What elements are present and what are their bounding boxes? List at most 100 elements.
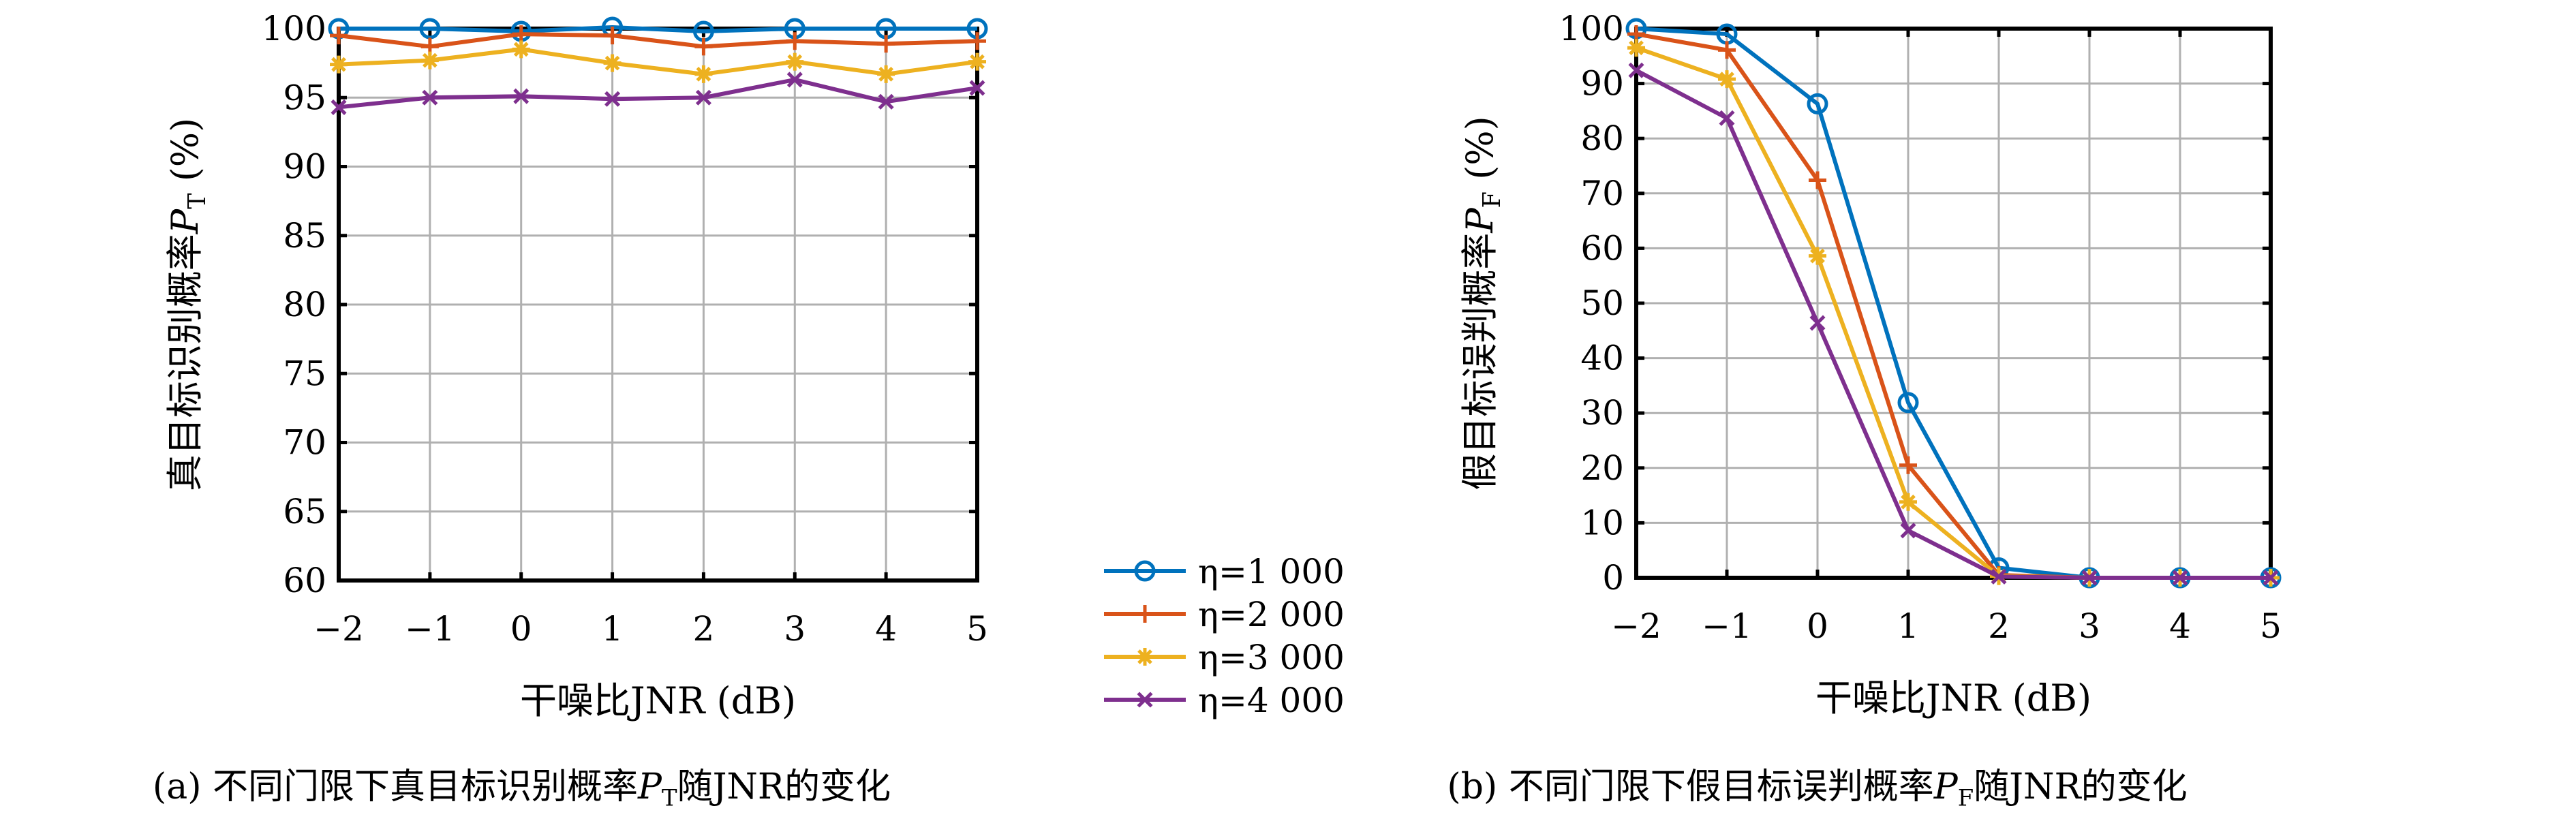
marker-x — [422, 89, 438, 106]
marker-circle — [419, 18, 441, 40]
x-tick-label: 0 — [510, 609, 532, 649]
series-3 — [330, 40, 986, 83]
x-tick-label: −2 — [1611, 606, 1661, 646]
series-line — [339, 25, 977, 34]
x-tick-label: 4 — [875, 609, 897, 649]
marker-plus — [1809, 171, 1826, 189]
y-tick-label: 50 — [1580, 283, 1624, 323]
y-tick-label: 70 — [283, 423, 326, 463]
marker-plus — [877, 35, 895, 53]
x-tick-label: −2 — [313, 609, 364, 649]
legend-marks — [1104, 560, 1186, 708]
x-axis-label: 干噪比JNR (dB) — [1815, 677, 2091, 719]
marker-x — [2263, 570, 2279, 586]
series-2 — [330, 25, 986, 56]
x-tick-label: 1 — [602, 609, 624, 649]
marker-asterisk — [420, 51, 439, 69]
legend-label: η=1 000 — [1198, 552, 1345, 591]
marker-x — [604, 91, 621, 107]
y-tick-label: 30 — [1580, 393, 1624, 433]
marker-asterisk — [512, 40, 530, 59]
y-tick-label: 20 — [1580, 448, 1624, 488]
y-tick-label: 80 — [283, 285, 326, 324]
marker-plus — [1899, 456, 1917, 474]
marker-asterisk — [1899, 493, 1917, 511]
y-tick-label: 85 — [283, 216, 326, 255]
marker-x — [969, 80, 985, 96]
series-4 — [331, 72, 985, 115]
x-tick-label: −1 — [405, 609, 455, 649]
y-tick-label: 80 — [1580, 119, 1624, 158]
y-tick-label: 90 — [283, 147, 326, 187]
y-tick-label: 70 — [1580, 174, 1624, 213]
series-4 — [1628, 62, 2279, 586]
x-tick-label: 3 — [2079, 606, 2100, 646]
marker-x — [1719, 110, 1735, 126]
marker-x — [1137, 692, 1153, 708]
marker-plus — [330, 27, 348, 45]
y-tick-label: 100 — [1559, 9, 1624, 48]
marker-asterisk — [1809, 247, 1826, 265]
x-tick-label: 0 — [1807, 606, 1828, 646]
marker-plus — [694, 37, 713, 56]
marker-x — [786, 72, 803, 88]
marker-circle — [1807, 93, 1828, 114]
x-axis-label: 干噪比JNR (dB) — [520, 679, 796, 722]
series-line — [338, 77, 978, 110]
caption: (b) 不同门限下假目标误判概率PF随JNR的变化 — [1447, 766, 2187, 811]
y-tick-label: 65 — [283, 492, 326, 531]
marker-asterisk — [877, 65, 895, 83]
marker-x — [878, 93, 894, 110]
marker-x — [1809, 315, 1826, 331]
legend: η=1 000 η=2 000 η=3 000 η=4 000 — [1090, 549, 1355, 728]
marker-asterisk — [786, 52, 804, 71]
y-tick-label: 40 — [1580, 339, 1624, 378]
series-line — [338, 32, 978, 49]
marker-x — [1991, 568, 2007, 585]
x-tick-label: 2 — [693, 609, 715, 649]
marker-x — [331, 99, 347, 115]
legend-label: η=2 000 — [1198, 595, 1345, 634]
y-axis-label: 真目标识别概率PT (%) — [164, 118, 211, 491]
marker-plus — [603, 27, 622, 45]
marker-asterisk — [1627, 39, 1645, 57]
series-line — [1635, 68, 2271, 580]
y-tick-label: 75 — [283, 354, 326, 393]
y-axis-label: 假目标误判概率PF (%) — [1458, 116, 1506, 490]
series-line — [338, 47, 978, 76]
x-tick-label: 2 — [1988, 606, 2010, 646]
legend-label: η=3 000 — [1198, 638, 1345, 677]
marker-asterisk — [1136, 648, 1154, 666]
marker-plus — [512, 25, 530, 44]
marker-circle — [1134, 560, 1156, 582]
marker-asterisk — [694, 65, 713, 83]
y-tick-label: 100 — [262, 9, 326, 48]
marker-plus — [1718, 41, 1736, 59]
marker-x — [1900, 523, 1916, 539]
y-tick-label: 60 — [283, 561, 326, 600]
marker-x — [2172, 570, 2188, 586]
y-tick-label: 60 — [1580, 228, 1624, 268]
marker-asterisk — [968, 52, 986, 71]
marker-plus — [968, 32, 986, 50]
y-tick-label: 10 — [1580, 503, 1624, 542]
marker-asterisk — [1718, 70, 1736, 89]
marker-plus — [1136, 605, 1154, 623]
y-tick-label: 0 — [1602, 558, 1624, 598]
y-tick-label: 90 — [1580, 64, 1624, 104]
x-tick-label: 4 — [2169, 606, 2191, 646]
x-tick-label: 3 — [784, 609, 806, 649]
marker-asterisk — [330, 55, 348, 74]
marker-asterisk — [603, 54, 622, 72]
series-2 — [1627, 25, 2280, 587]
caption: (a) 不同门限下真目标识别概率PT随JNR的变化 — [153, 766, 891, 811]
marker-plus — [786, 32, 804, 50]
legend-label: η=4 000 — [1198, 681, 1345, 720]
marker-x — [695, 89, 711, 106]
marker-x — [1628, 62, 1644, 78]
marker-x — [2081, 570, 2098, 586]
chart-a: −2 −1 0 1 2 3 4 5 60 65 70 75 80 85 90 95 100 干噪比JNR (dB)… — [153, 9, 988, 811]
x-tick-label: 5 — [2260, 606, 2282, 646]
